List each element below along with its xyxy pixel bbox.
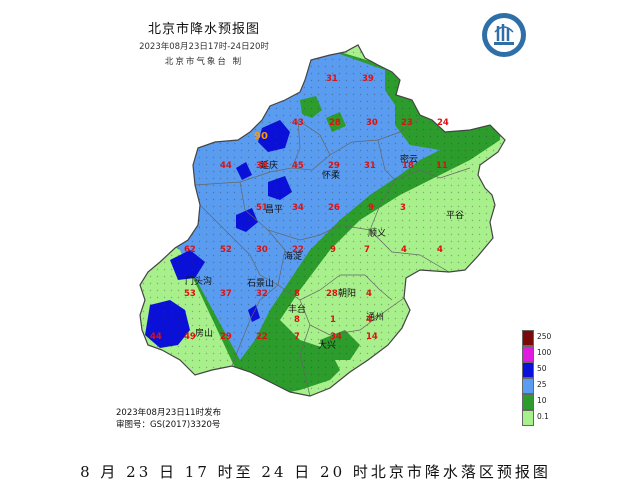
legend-swatch — [522, 362, 534, 378]
station-value: 4 — [437, 245, 443, 255]
issuing-org: 北京市气象台 制 — [164, 57, 244, 67]
station-value: 51 — [256, 203, 268, 213]
station-value: 3 — [400, 203, 406, 213]
district-label-shijingshan: 石景山 — [247, 278, 274, 289]
legend-label: 10 — [537, 396, 547, 405]
station-value: 26 — [328, 203, 340, 213]
legend-swatch — [522, 410, 534, 426]
station-value: 39 — [362, 74, 374, 84]
station-value: 11 — [436, 161, 448, 171]
station-value: 23 — [401, 118, 413, 128]
district-label-huairou: 怀柔 — [322, 169, 340, 181]
station-value: 49 — [184, 332, 196, 342]
legend-swatch — [522, 346, 534, 362]
station-value: 45 — [292, 161, 304, 171]
meteorological-logo-icon — [482, 13, 526, 57]
station-value: 28 — [326, 289, 338, 299]
district-label-miyun: 密云 — [400, 153, 418, 165]
station-value: 1 — [330, 315, 336, 325]
district-borders — [194, 117, 471, 396]
station-value: 37 — [220, 289, 232, 299]
legend-item: 100 — [522, 346, 562, 362]
station-value: 7 — [364, 245, 370, 255]
district-label-chaoyang: 朝阳 — [338, 288, 356, 299]
legend-item: 25 — [522, 378, 562, 394]
station-value: 22 — [256, 332, 268, 342]
station-value: 44 — [220, 161, 232, 171]
legend-swatch — [522, 330, 534, 346]
station-values: 31 39 43 28 30 23 24 90 44 38 45 29 31 1… — [150, 74, 449, 342]
station-value: 29 — [328, 161, 340, 171]
station-value: 34 — [292, 203, 304, 213]
station-value: 24 — [437, 118, 449, 128]
station-value: 9 — [330, 245, 336, 255]
station-value: 30 — [366, 118, 378, 128]
issue-info: 2023年08月23日11时发布 审图号：GS(2017)3320号 — [116, 407, 221, 431]
legend: 250 100 50 25 10 0.1 — [522, 330, 562, 426]
station-value: 28 — [329, 118, 341, 128]
station-value: 31 — [364, 161, 376, 171]
station-value: 32 — [256, 289, 268, 299]
legend-label: 25 — [537, 380, 547, 389]
issue-time: 2023年08月23日11时发布 — [116, 408, 222, 418]
station-value: 4 — [401, 245, 407, 255]
station-value: 31 — [326, 74, 338, 84]
legend-label: 100 — [537, 348, 552, 357]
station-value: 44 — [150, 332, 162, 342]
district-label-shunyi: 顺义 — [368, 228, 386, 239]
station-value: 14 — [366, 332, 378, 342]
legend-swatch — [522, 378, 534, 394]
legend-item: 250 — [522, 330, 562, 346]
station-value: 52 — [220, 245, 232, 255]
legend-label: 50 — [537, 364, 547, 373]
district-label-fangshan: 房山 — [195, 327, 213, 339]
district-label-haidian: 海淀 — [284, 250, 302, 262]
district-label-daxing: 大兴 — [318, 339, 336, 351]
legend-label: 0.1 — [537, 412, 549, 421]
station-value: 7 — [294, 332, 300, 342]
station-value: 62 — [184, 245, 196, 255]
station-value: 18 — [402, 161, 414, 171]
district-labels: 延庆 怀柔 密云 平谷 昌平 顺义 海淀 门头沟 石景山 朝阳 房山 丰台 通州… — [185, 153, 464, 351]
figure-caption: 8 月 23 日 17 时至 24 日 20 时北京市降水落区预报图 — [80, 463, 551, 481]
district-label-tongzhou: 通州 — [366, 312, 384, 323]
station-value: 34 — [330, 332, 342, 342]
station-value: 43 — [292, 118, 304, 128]
district-label-pinggu: 平谷 — [446, 210, 464, 221]
legend-item: 50 — [522, 362, 562, 378]
station-value: 8 — [294, 315, 300, 325]
station-value: 8 — [294, 289, 300, 299]
station-value: 38 — [256, 161, 268, 171]
legend-swatch — [522, 394, 534, 410]
station-value: 9 — [368, 203, 374, 213]
legend-label: 250 — [537, 332, 552, 341]
station-value: 53 — [184, 289, 196, 299]
district-label-changping: 昌平 — [265, 204, 283, 215]
title-block: 北京市降水预报图 2023年08月23日17时-24日20时 北京市气象台 制 — [104, 18, 304, 67]
legend-item: 10 — [522, 394, 562, 410]
map-title: 北京市降水预报图 — [147, 22, 260, 37]
station-value: 4 — [366, 315, 372, 325]
station-value-max: 90 — [254, 131, 268, 142]
forecast-period: 2023年08月23日17时-24日20时 — [139, 42, 269, 52]
station-value: 22 — [292, 245, 304, 255]
legend-item: 0.1 — [522, 410, 562, 426]
station-value: 29 — [220, 332, 232, 342]
district-label-yanqing: 延庆 — [260, 159, 278, 171]
district-label-fengtai: 丰台 — [288, 303, 306, 315]
district-label-mentougou: 门头沟 — [185, 275, 212, 287]
approval-number: 审图号：GS(2017)3320号 — [116, 420, 221, 430]
station-value: 30 — [256, 245, 268, 255]
station-value: 4 — [366, 289, 372, 299]
